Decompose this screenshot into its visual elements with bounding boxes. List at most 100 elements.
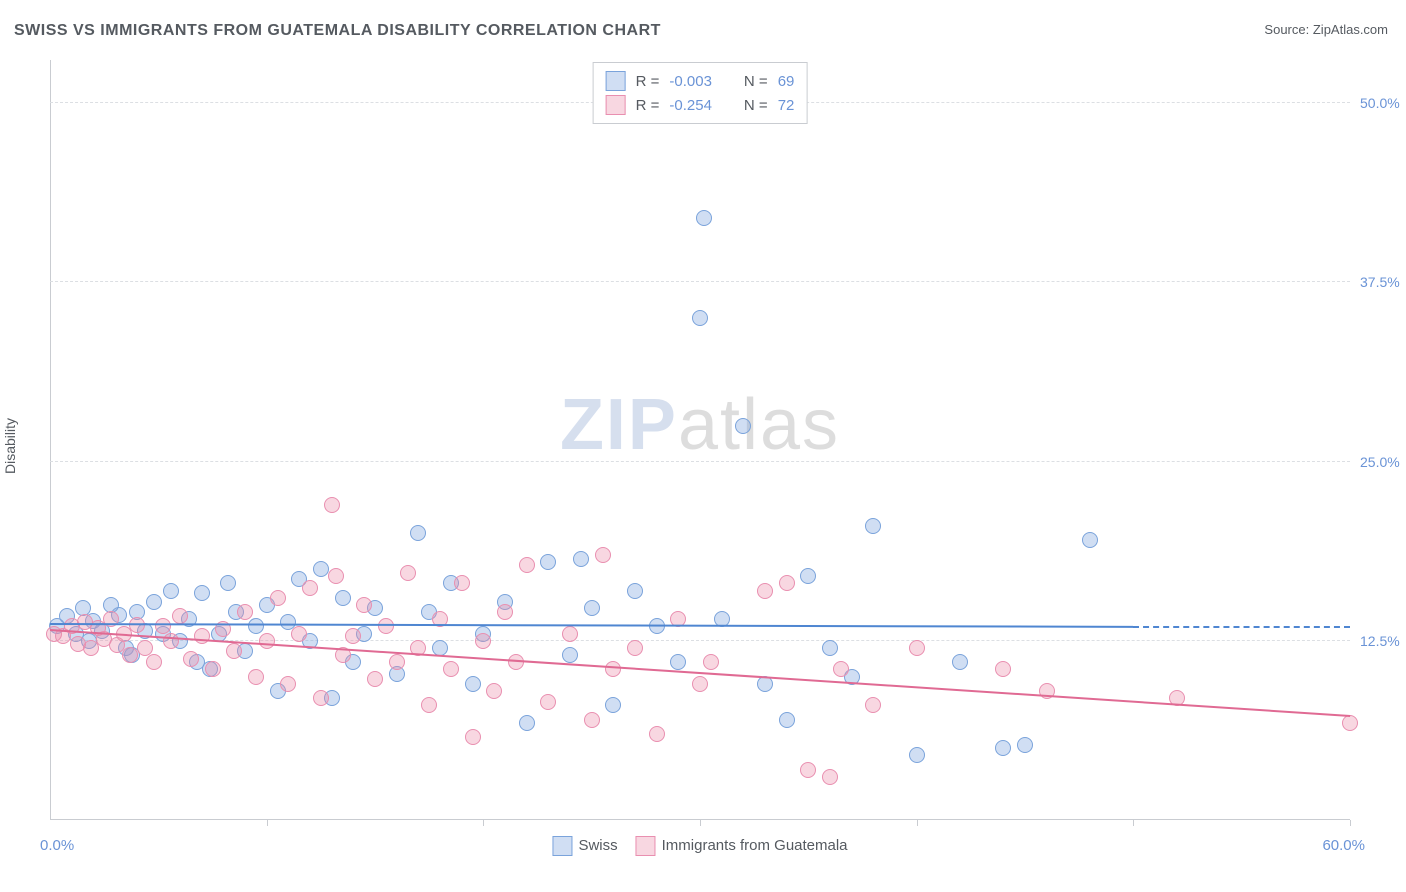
legend-correlation-box: R = -0.003 N = 69 R =-0.254N =72 [593, 62, 808, 124]
scatter-point-swiss [335, 590, 351, 606]
y-tick-label: 25.0% [1360, 454, 1405, 470]
x-tick [917, 820, 918, 826]
scatter-point-guatemala [205, 661, 221, 677]
scatter-point-guatemala [800, 762, 816, 778]
x-tick [700, 820, 701, 826]
scatter-point-guatemala [183, 651, 199, 667]
scatter-point-swiss [562, 647, 578, 663]
legend-swatch [606, 95, 626, 115]
legend-swatch [552, 836, 572, 856]
watermark: ZIPatlas [560, 384, 840, 466]
scatter-point-guatemala [389, 654, 405, 670]
scatter-point-guatemala [1342, 715, 1358, 731]
scatter-point-swiss [248, 618, 264, 634]
scatter-point-guatemala [649, 726, 665, 742]
scatter-point-guatemala [400, 565, 416, 581]
scatter-point-guatemala [475, 633, 491, 649]
scatter-point-guatemala [779, 575, 795, 591]
legend-n-label: N = [744, 97, 768, 114]
scatter-point-guatemala [367, 671, 383, 687]
scatter-point-guatemala [833, 661, 849, 677]
legend-swatch [636, 836, 656, 856]
scatter-point-swiss [605, 697, 621, 713]
y-axis-label: Disability [2, 418, 18, 474]
scatter-point-swiss [410, 525, 426, 541]
scatter-point-guatemala [378, 618, 394, 634]
legend-row-swiss: R =-0.003N =69 [606, 69, 795, 93]
scatter-point-guatemala [486, 683, 502, 699]
scatter-point-swiss [822, 640, 838, 656]
x-tick [483, 820, 484, 826]
chart-title: SWISS VS IMMIGRANTS FROM GUATEMALA DISAB… [14, 22, 661, 40]
legend-series: Swiss Immigrants from Guatemala [552, 836, 847, 856]
legend-swatch [606, 71, 626, 91]
scatter-point-guatemala [302, 580, 318, 596]
scatter-point-swiss [779, 712, 795, 728]
legend-item-guatemala: Immigrants from Guatemala [636, 836, 848, 856]
scatter-point-guatemala [280, 676, 296, 692]
scatter-point-guatemala [584, 712, 600, 728]
legend-r-value: -0.003 [669, 73, 712, 90]
x-origin-label: 0.0% [40, 837, 74, 854]
legend-item-swiss: Swiss [552, 836, 617, 856]
scatter-point-guatemala [443, 661, 459, 677]
x-max-label: 60.0% [1322, 837, 1365, 854]
scatter-point-guatemala [865, 697, 881, 713]
scatter-point-guatemala [703, 654, 719, 670]
scatter-point-guatemala [454, 575, 470, 591]
scatter-point-guatemala [345, 628, 361, 644]
y-tick-label: 12.5% [1360, 633, 1405, 649]
scatter-point-guatemala [226, 643, 242, 659]
scatter-point-guatemala [465, 729, 481, 745]
scatter-point-guatemala [328, 568, 344, 584]
gridline [50, 461, 1350, 462]
scatter-point-swiss [573, 551, 589, 567]
scatter-point-swiss [692, 310, 708, 326]
source-value: ZipAtlas.com [1313, 22, 1388, 37]
scatter-point-guatemala [291, 626, 307, 642]
legend-n-value: 69 [778, 73, 795, 90]
scatter-point-guatemala [909, 640, 925, 656]
watermark-atlas: atlas [678, 385, 840, 465]
scatter-point-swiss [540, 554, 556, 570]
x-tick [267, 820, 268, 826]
scatter-point-swiss [1082, 532, 1098, 548]
scatter-point-guatemala [237, 604, 253, 620]
scatter-point-swiss [909, 747, 925, 763]
watermark-zip: ZIP [560, 385, 678, 465]
chart-container: SWISS VS IMMIGRANTS FROM GUATEMALA DISAB… [0, 0, 1406, 892]
x-tick [1350, 820, 1351, 826]
legend-label: Swiss [578, 837, 617, 854]
scatter-point-guatemala [146, 654, 162, 670]
scatter-point-guatemala [421, 697, 437, 713]
scatter-point-guatemala [137, 640, 153, 656]
x-tick [1133, 820, 1134, 826]
scatter-point-swiss [627, 583, 643, 599]
scatter-point-guatemala [822, 769, 838, 785]
scatter-point-guatemala [995, 661, 1011, 677]
scatter-point-swiss [995, 740, 1011, 756]
scatter-point-guatemala [497, 604, 513, 620]
trendline-extension [1133, 626, 1350, 628]
scatter-point-guatemala [270, 590, 286, 606]
scatter-point-swiss [696, 210, 712, 226]
scatter-point-guatemala [155, 618, 171, 634]
legend-r-label: R = [636, 73, 660, 90]
source-attribution: Source: ZipAtlas.com [1264, 22, 1388, 37]
source-label: Source: [1264, 22, 1309, 37]
scatter-point-swiss [735, 418, 751, 434]
scatter-point-guatemala [540, 694, 556, 710]
scatter-point-guatemala [519, 557, 535, 573]
y-tick-label: 50.0% [1360, 95, 1405, 111]
scatter-point-swiss [163, 583, 179, 599]
scatter-point-guatemala [122, 647, 138, 663]
scatter-point-swiss [800, 568, 816, 584]
legend-r-label: R = [636, 97, 660, 114]
legend-row-guatemala: R =-0.254N =72 [606, 93, 795, 117]
scatter-point-guatemala [172, 608, 188, 624]
scatter-point-swiss [952, 654, 968, 670]
scatter-point-guatemala [194, 628, 210, 644]
y-tick-label: 37.5% [1360, 274, 1405, 290]
legend-label: Immigrants from Guatemala [662, 837, 848, 854]
scatter-point-guatemala [692, 676, 708, 692]
